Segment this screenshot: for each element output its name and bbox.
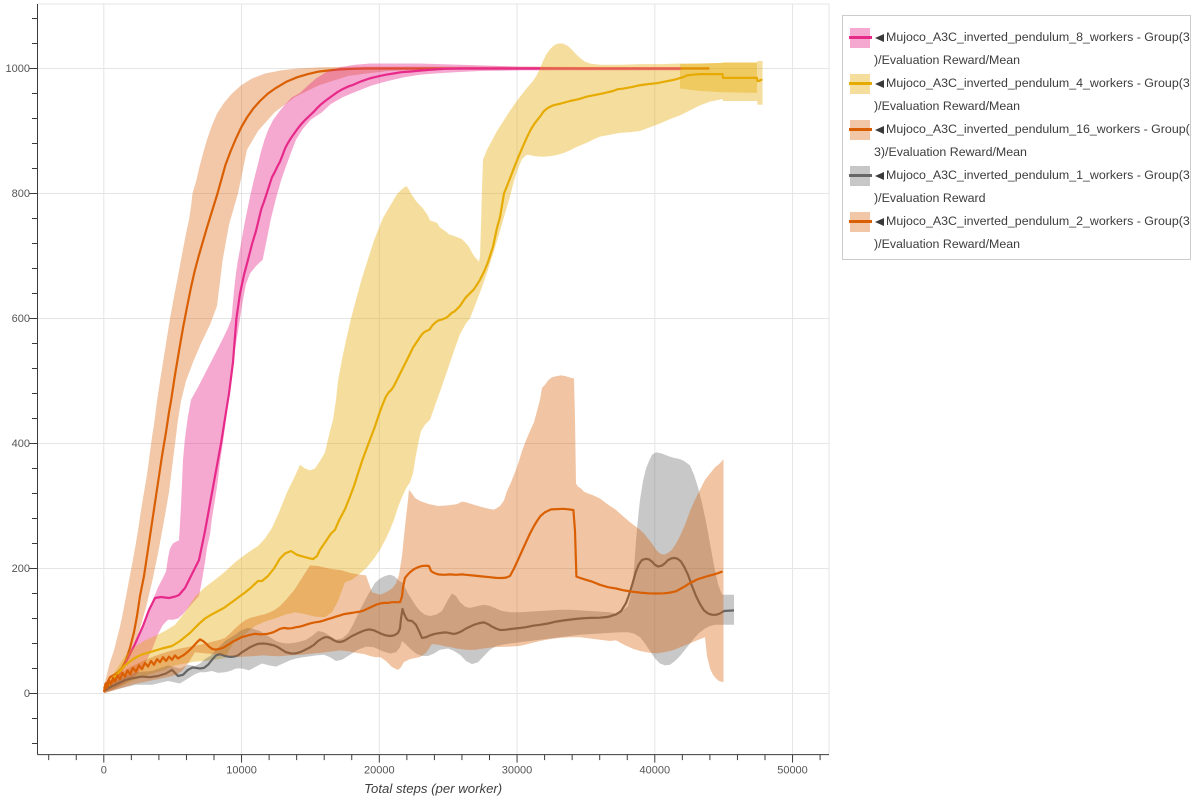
svg-text:0: 0 [24,688,30,700]
svg-text:1000: 1000 [6,63,30,75]
svg-text:30000: 30000 [502,765,533,777]
svg-text:20000: 20000 [364,765,395,777]
svg-text:10000: 10000 [226,765,257,777]
svg-text:200: 200 [12,563,30,575]
svg-text:800: 800 [12,188,30,200]
svg-text:Total steps (per worker): Total steps (per worker) [364,781,502,796]
svg-text:400: 400 [12,438,30,450]
svg-text:40000: 40000 [640,765,671,777]
svg-text:50000: 50000 [777,765,808,777]
svg-text:600: 600 [12,313,30,325]
svg-text:0: 0 [101,765,107,777]
